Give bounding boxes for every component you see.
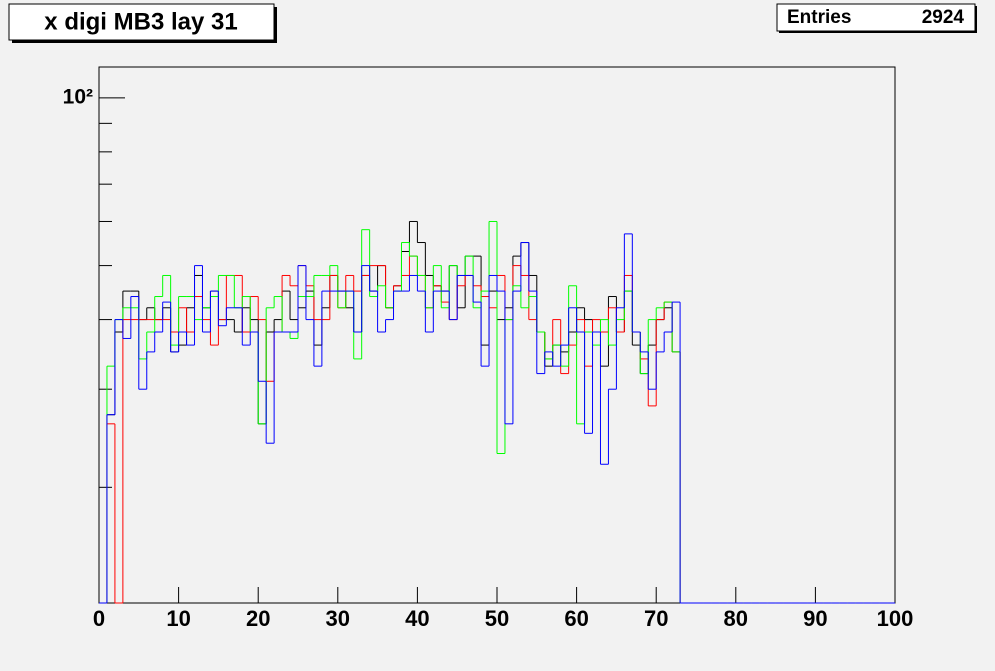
x-tick-label: 40 (405, 606, 429, 631)
x-tick-label: 10 (166, 606, 190, 631)
x-tick-label: 90 (803, 606, 827, 631)
x-tick-label: 100 (877, 606, 914, 631)
x-tick-label: 20 (246, 606, 270, 631)
title-box (8, 3, 275, 41)
stats-label: Entries (787, 7, 851, 28)
y-tick-label: 10² (63, 85, 93, 108)
stats-value: 2924 (922, 7, 965, 28)
x-tick-label: 60 (564, 606, 588, 631)
chart-title: x digi MB3 lay 31 (44, 8, 237, 35)
x-tick-label: 80 (724, 606, 748, 631)
x-tick-label: 30 (326, 606, 350, 631)
x-tick-label: 0 (93, 606, 105, 631)
stats-box (776, 3, 976, 32)
x-tick-label: 50 (485, 606, 509, 631)
x-tick-label: 70 (644, 606, 668, 631)
